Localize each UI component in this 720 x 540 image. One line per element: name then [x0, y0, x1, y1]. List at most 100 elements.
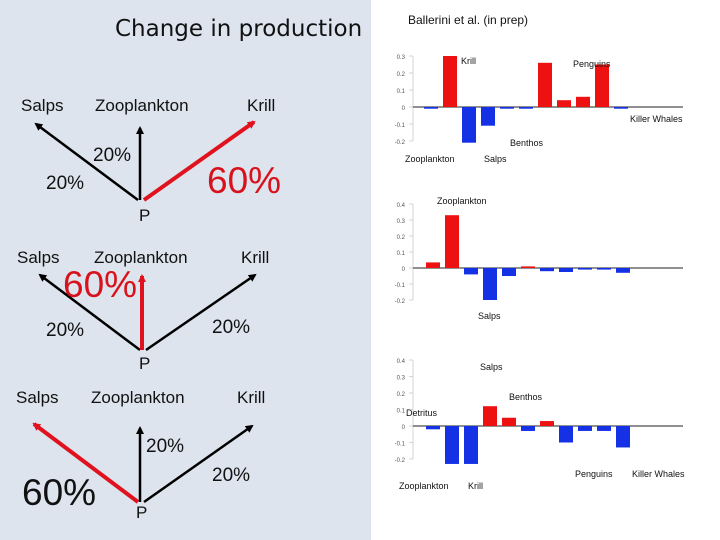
bar	[443, 56, 457, 107]
bar	[614, 107, 628, 109]
bar	[483, 268, 497, 300]
bar	[445, 215, 459, 268]
series-annotation: Krill	[461, 56, 476, 66]
zooplankton-label: Zooplankton	[95, 96, 189, 115]
krill-percent: 60%	[207, 160, 282, 201]
y-tick-label: -0.2	[395, 140, 406, 146]
zooplankton-label: Zooplankton	[94, 248, 188, 267]
bar	[481, 107, 495, 126]
y-tick-label: 0	[402, 425, 406, 431]
y-tick-label: -0.1	[395, 123, 406, 129]
series-annotation: Killer Whales	[632, 469, 685, 479]
salps-label: Salps	[21, 96, 64, 115]
series-annotation: Killer Whales	[630, 114, 683, 124]
y-tick-label: 0	[402, 106, 406, 112]
series-annotation: Zooplankton	[405, 154, 455, 164]
zooplankton-percent: 20%	[93, 145, 132, 166]
bar	[576, 96, 590, 107]
right-panel: Ballerini et al. (in prep) 0.3 0.2 0.1 0 -0.…	[371, 0, 720, 540]
zooplankton-percent: 20%	[146, 436, 185, 457]
arrow-p-to-salps-1	[34, 122, 139, 202]
bar	[502, 417, 516, 426]
krill-label: Krill	[241, 248, 270, 267]
y-tick-label: 0.4	[397, 203, 406, 209]
series-annotation: Detritus	[406, 408, 438, 418]
bar	[464, 268, 478, 275]
arrow-p-to-salps-2	[38, 273, 141, 351]
bar	[500, 107, 514, 109]
series-annotation: Zooplankton	[399, 481, 449, 491]
bar	[559, 268, 573, 272]
y-tick-label: 0.1	[397, 409, 406, 415]
bar	[616, 426, 630, 448]
bar	[578, 268, 592, 270]
zooplankton-label: Zooplankton	[91, 388, 185, 407]
salps-label: Salps	[17, 248, 60, 267]
bar	[426, 426, 440, 430]
y-tick-label: 0.2	[397, 235, 406, 241]
y-tick-label: 0.2	[397, 72, 406, 78]
bar	[462, 107, 476, 143]
krill-label: Krill	[237, 388, 266, 407]
bar	[597, 426, 611, 431]
y-tick-label: 0.2	[397, 392, 406, 398]
y-tick-label: -0.2	[395, 299, 406, 305]
salps-percent: 20%	[46, 320, 85, 341]
y-tick-label: 0.4	[397, 359, 406, 365]
arrow-p-to-krill-3	[143, 424, 254, 504]
y-tick-label: 0.1	[397, 89, 406, 95]
arrow-p-to-salps-3	[32, 422, 140, 504]
bar	[464, 426, 478, 464]
series-annotation: Benthos	[509, 392, 543, 402]
bar	[424, 107, 438, 109]
bar	[521, 426, 535, 431]
series-annotation: Krill	[468, 481, 483, 491]
bar	[616, 268, 630, 273]
bar-charts: 0.3 0.2 0.1 0 -0.1 -0.2 Krill Penguins Killer Wh…	[395, 55, 685, 491]
arrow-p-to-krill-2	[145, 273, 257, 352]
y-tick-label: 0	[402, 267, 406, 273]
bar	[445, 426, 459, 464]
series-annotation: Salps	[478, 311, 501, 321]
series-annotation: Salps	[480, 362, 503, 372]
bar	[502, 268, 516, 276]
salps-percent: 20%	[46, 173, 85, 194]
arrow-p-to-krill-1	[142, 120, 256, 202]
y-tick-label: 0.3	[397, 55, 406, 61]
krill-percent: 20%	[212, 317, 251, 338]
bar	[519, 107, 533, 109]
bar	[538, 62, 552, 107]
y-tick-label: 0.3	[397, 376, 406, 382]
bar	[595, 64, 609, 107]
citation: Ballerini et al. (in prep)	[408, 13, 529, 27]
food-web-arrows	[32, 120, 257, 504]
p-label: P	[139, 206, 151, 225]
series-annotation: Salps	[484, 154, 507, 164]
salps-percent: 60%	[22, 472, 97, 513]
bar	[559, 426, 573, 443]
y-tick-label: -0.2	[395, 458, 406, 464]
bar	[483, 406, 497, 426]
y-tick-label: 0.1	[397, 251, 406, 257]
bar	[578, 426, 592, 431]
series-annotation: Zooplankton	[437, 196, 487, 206]
series-annotation: Benthos	[510, 138, 544, 148]
y-tick-label: -0.1	[395, 283, 406, 289]
bar	[597, 268, 611, 270]
zooplankton-percent: 60%	[63, 264, 138, 305]
left-panel: Change in production Salps Zooplankton K…	[0, 0, 371, 540]
series-annotation: Penguins	[573, 59, 611, 69]
krill-percent: 20%	[212, 465, 251, 486]
p-label: P	[136, 503, 148, 522]
bar	[521, 266, 535, 268]
series-annotation: Penguins	[575, 469, 613, 479]
bar	[557, 100, 571, 107]
bar	[540, 421, 554, 426]
y-tick-label: 0.3	[397, 219, 406, 225]
bar	[426, 262, 440, 268]
p-label: P	[139, 354, 151, 373]
bar	[540, 268, 554, 272]
salps-label: Salps	[16, 388, 59, 407]
panel-title: Change in production	[115, 16, 363, 42]
y-tick-label: -0.1	[395, 442, 406, 448]
